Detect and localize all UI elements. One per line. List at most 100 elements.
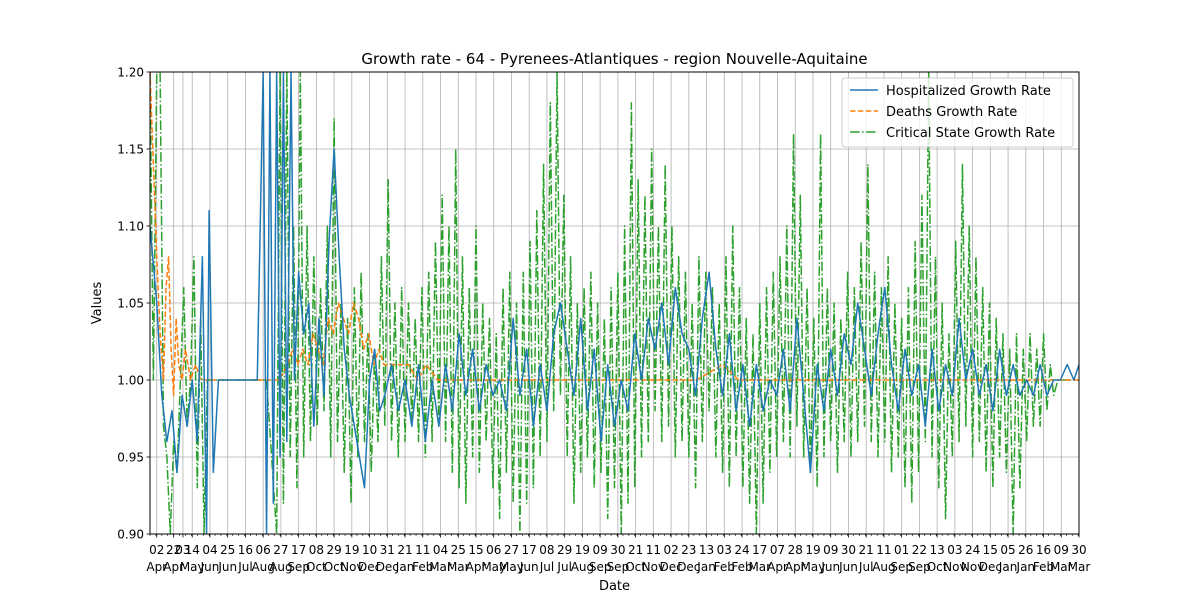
x-tick-day-label: 15: [468, 543, 483, 557]
x-tick-month-label: Jul: [858, 560, 873, 574]
x-tick-month-label: Dec: [358, 560, 381, 574]
x-tick-day-label: 22: [912, 543, 927, 557]
x-tick-day-label: 10: [362, 543, 377, 557]
x-tick-day-label: 21: [397, 543, 412, 557]
y-axis-ticks: 0.90 0.95 1.00 1.05 1.10 1.15 1.20: [117, 65, 150, 541]
series-lines: [150, 72, 1079, 534]
y-tick-label: 1.00: [117, 373, 144, 387]
x-tick-month-label: Oct: [625, 560, 646, 574]
deaths-growth-rate-line: [150, 72, 1079, 397]
x-tick-month-label: Mar: [447, 560, 470, 574]
x-tick-day-label: 02: [149, 543, 164, 557]
x-tick-month-label: Nov: [642, 560, 665, 574]
x-tick-day-label: 16: [238, 543, 253, 557]
x-tick-day-label: 13: [699, 543, 714, 557]
y-tick-label: 0.95: [117, 450, 144, 464]
x-tick-month-label: Feb: [412, 560, 433, 574]
x-tick-month-label: Jul: [556, 560, 571, 574]
x-tick-day-label: 28: [788, 543, 803, 557]
x-tick-month-label: Apr: [163, 560, 184, 574]
x-tick-day-label: 09: [593, 543, 608, 557]
x-tick-month-label: Nov: [961, 560, 984, 574]
x-tick-day-label: 16: [1036, 543, 1051, 557]
x-tick-day-label: 27: [504, 543, 519, 557]
x-tick-day-label: 11: [876, 543, 891, 557]
x-tick-month-label: May: [180, 560, 205, 574]
x-tick-day-label: 29: [557, 543, 572, 557]
x-tick-day-label: 11: [415, 543, 430, 557]
x-tick-day-label: 21: [859, 543, 874, 557]
x-tick-month-label: Jan: [696, 560, 716, 574]
x-tick-month-label: Jun: [838, 560, 858, 574]
x-tick-day-label: 24: [734, 543, 749, 557]
x-tick-month-label: Oct: [306, 560, 327, 574]
x-axis-label: Date: [599, 579, 630, 594]
x-tick-day-label: 22: [166, 543, 181, 557]
x-tick-day-label: 03: [717, 543, 732, 557]
x-tick-month-label: Apr: [767, 560, 788, 574]
x-tick-day-label: 04: [202, 543, 217, 557]
x-tick-month-label: Sep: [607, 560, 630, 574]
x-axis-ticks: 02Apr22Apr0314May04Jun25Jun16Jul06Aug27A…: [146, 534, 1090, 574]
x-tick-month-label: Jan: [395, 560, 415, 574]
x-tick-month-label: Aug: [251, 560, 274, 574]
x-tick-day-label: 08: [539, 543, 554, 557]
y-tick-label: 1.10: [117, 219, 144, 233]
x-tick-month-label: Jun: [200, 560, 220, 574]
x-tick-day-label: 25: [451, 543, 466, 557]
x-tick-month-label: May: [499, 560, 524, 574]
x-tick-day-label: 17: [752, 543, 767, 557]
x-tick-month-label: Mar: [748, 560, 771, 574]
x-tick-month-label: Sep: [589, 560, 612, 574]
critical-state-growth-rate-line: [150, 72, 1079, 534]
x-tick-month-label: Feb: [731, 560, 752, 574]
x-tick-day-label: 02: [663, 543, 678, 557]
x-tick-day-label: 08: [309, 543, 324, 557]
x-tick-day-label: 30: [841, 543, 856, 557]
x-tick-month-label: Apr: [466, 560, 487, 574]
y-axis-label: Values: [90, 282, 105, 325]
x-tick-day-label: 03: [947, 543, 962, 557]
x-tick-day-label: 24: [965, 543, 980, 557]
x-tick-day-label: 31: [380, 543, 395, 557]
x-tick-day-label: 17: [522, 543, 537, 557]
x-tick-day-label: 07: [770, 543, 785, 557]
y-tick-label: 1.20: [117, 65, 144, 79]
x-tick-month-label: Dec: [677, 560, 700, 574]
x-tick-day-label: 06: [256, 543, 271, 557]
x-tick-day-label: 11: [646, 543, 661, 557]
y-tick-label: 1.05: [117, 296, 144, 310]
x-tick-month-label: Jun: [519, 560, 539, 574]
x-tick-month-label: May: [481, 560, 506, 574]
x-tick-day-label: 19: [344, 543, 359, 557]
x-tick-day-label: 17: [291, 543, 306, 557]
x-tick-day-label: 01: [894, 543, 909, 557]
x-tick-month-label: Nov: [943, 560, 966, 574]
x-tick-day-label: 23: [681, 543, 696, 557]
y-tick-label: 1.15: [117, 142, 144, 156]
x-tick-month-label: Dec: [376, 560, 399, 574]
x-tick-month-label: May: [801, 560, 826, 574]
x-tick-month-label: Apr: [785, 560, 806, 574]
x-tick-month-label: Oct: [927, 560, 948, 574]
x-tick-month-label: Mar: [429, 560, 452, 574]
x-tick-month-label: Jan: [1016, 560, 1036, 574]
x-tick-day-label: 21: [628, 543, 643, 557]
x-tick-month-label: Jun: [820, 560, 840, 574]
x-tick-day-label: 15: [983, 543, 998, 557]
x-tick-day-label: 03: [175, 543, 190, 557]
x-tick-month-label: Feb: [714, 560, 735, 574]
x-tick-day-label: 26: [1018, 543, 1033, 557]
x-tick-day-label: 09: [823, 543, 838, 557]
legend-label-hospitalized: Hospitalized Growth Rate: [886, 84, 1051, 99]
x-tick-day-label: 04: [433, 543, 448, 557]
x-tick-month-label: Sep: [890, 560, 913, 574]
x-tick-day-label: 29: [326, 543, 341, 557]
x-tick-month-label: Sep: [287, 560, 310, 574]
x-tick-day-label: 19: [575, 543, 590, 557]
x-tick-month-label: Mar: [1068, 560, 1091, 574]
x-tick-month-label: Feb: [1033, 560, 1054, 574]
legend-box: [841, 77, 1074, 148]
x-tick-day-label: 13: [929, 543, 944, 557]
